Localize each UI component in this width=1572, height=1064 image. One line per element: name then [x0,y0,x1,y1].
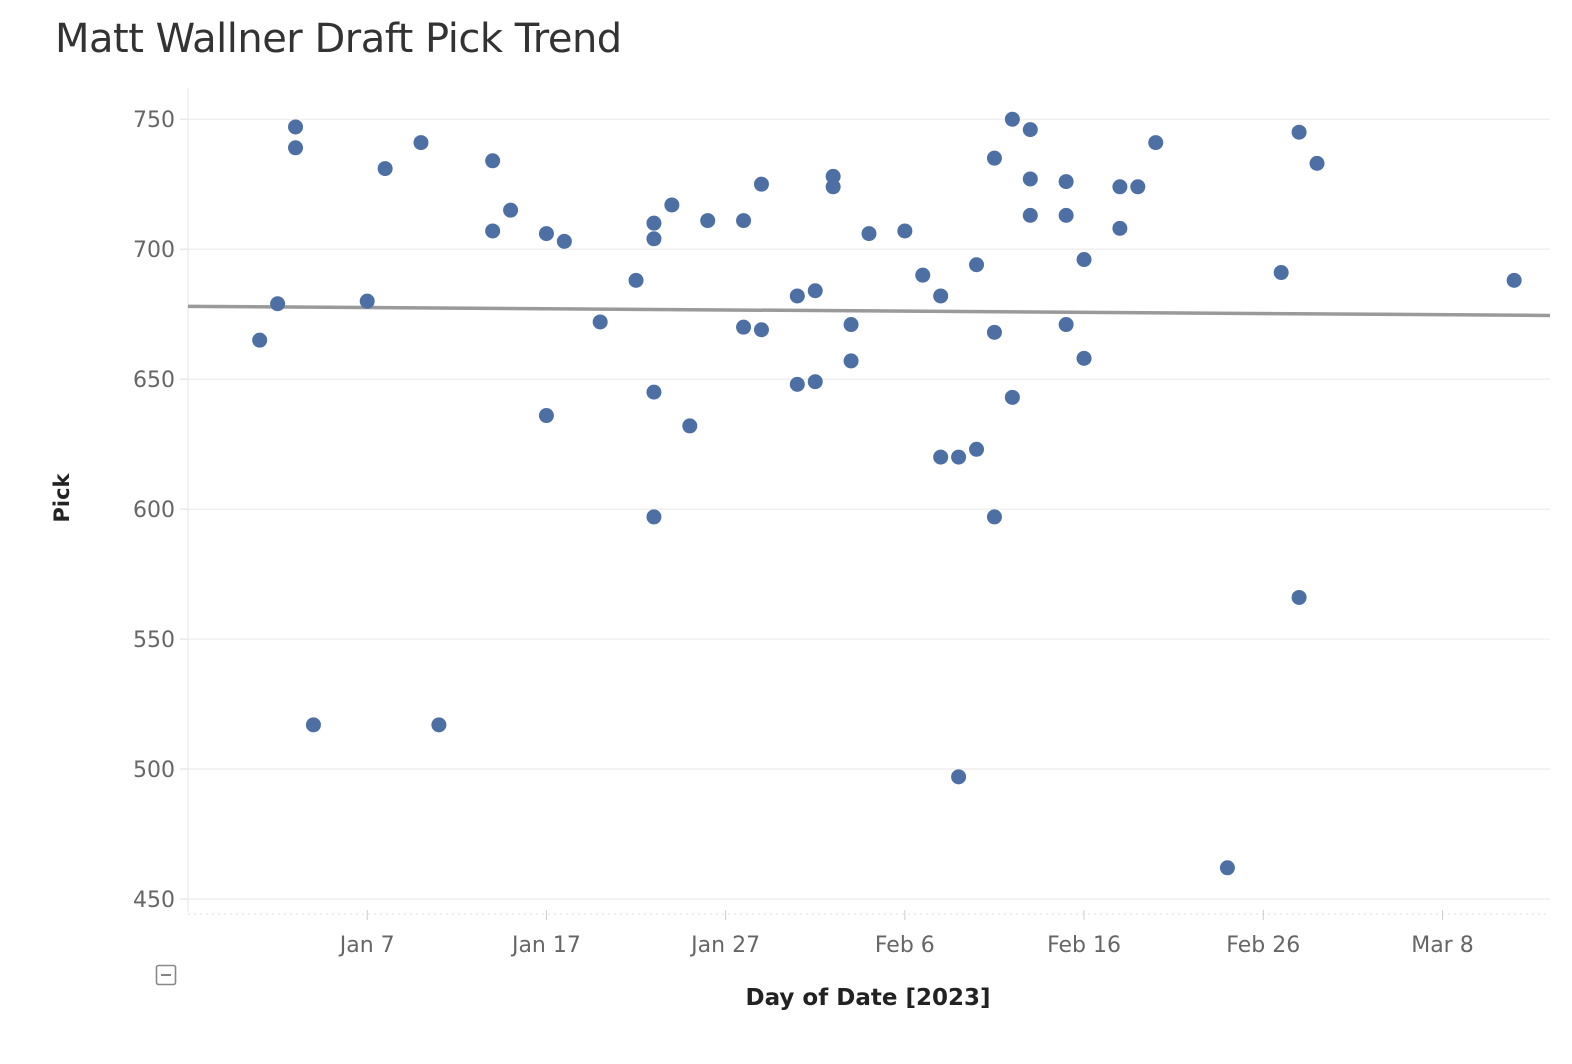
data-point[interactable] [969,441,985,457]
gridlines [180,88,1550,915]
data-point[interactable] [1022,171,1038,187]
data-point[interactable] [1076,350,1092,366]
data-point[interactable] [951,449,967,465]
data-point[interactable] [1309,155,1325,171]
y-tick-label: 500 [133,758,175,783]
data-points [252,111,1522,876]
data-point[interactable] [1112,179,1128,195]
data-point[interactable] [986,324,1002,340]
data-point[interactable] [915,267,931,283]
data-point[interactable] [1273,265,1289,281]
data-point[interactable] [538,408,554,424]
data-point[interactable] [1291,124,1307,140]
data-point[interactable] [646,215,662,231]
chart-title: Matt Wallner Draft Pick Trend [55,16,622,62]
data-point[interactable] [736,213,752,229]
minus-box-icon[interactable] [155,964,177,986]
data-point[interactable] [377,161,393,177]
data-point[interactable] [682,418,698,434]
data-point[interactable] [1219,860,1235,876]
data-point[interactable] [1004,111,1020,127]
data-point[interactable] [1004,389,1020,405]
x-tick-label: Jan 27 [689,933,760,958]
x-tick-label: Jan 17 [510,933,581,958]
data-point[interactable] [825,179,841,195]
data-point[interactable] [1022,122,1038,138]
data-point[interactable] [933,288,949,304]
x-tick-label: Mar 8 [1411,933,1474,958]
data-point[interactable] [1076,252,1092,268]
trend-line [187,304,1551,318]
data-point[interactable] [485,223,501,239]
data-point[interactable] [664,197,680,213]
data-point[interactable] [843,353,859,369]
data-point[interactable] [807,283,823,299]
y-tick-label: 750 [133,108,175,133]
y-tick-label: 550 [133,628,175,653]
data-point[interactable] [1291,589,1307,605]
data-point[interactable] [1130,179,1146,195]
data-point[interactable] [1112,220,1128,236]
data-point[interactable] [413,135,429,151]
data-point[interactable] [969,257,985,273]
y-tick-label: 600 [133,498,175,523]
data-point[interactable] [861,226,877,242]
data-point[interactable] [736,319,752,335]
data-point[interactable] [503,202,519,218]
data-point[interactable] [305,717,321,733]
data-point[interactable] [646,509,662,525]
data-point[interactable] [646,231,662,247]
data-point[interactable] [538,226,554,242]
data-point[interactable] [753,322,769,338]
data-point[interactable] [485,153,501,169]
data-point[interactable] [986,509,1002,525]
y-tick-label: 650 [133,368,175,393]
data-point[interactable] [897,223,913,239]
data-point[interactable] [288,140,304,156]
x-tick-label: Feb 6 [875,933,935,958]
data-point[interactable] [789,288,805,304]
data-point[interactable] [1506,272,1522,288]
data-point[interactable] [270,296,286,312]
y-axis-label: Pick [50,473,74,523]
data-point[interactable] [1148,135,1164,151]
data-point[interactable] [628,272,644,288]
x-tick-label: Feb 16 [1047,933,1121,958]
data-point[interactable] [1058,174,1074,190]
data-point[interactable] [646,384,662,400]
data-point[interactable] [1022,207,1038,223]
data-point[interactable] [1058,317,1074,333]
data-point[interactable] [592,314,608,330]
data-point[interactable] [843,317,859,333]
data-point[interactable] [807,374,823,390]
data-point[interactable] [252,332,268,348]
data-point[interactable] [288,119,304,135]
trend-line-group [187,304,1551,318]
data-point[interactable] [1058,207,1074,223]
x-axis-label: Day of Date [2023] [745,985,991,1011]
data-point[interactable] [789,376,805,392]
data-point[interactable] [986,150,1002,166]
data-point[interactable] [431,717,447,733]
data-point[interactable] [825,168,841,184]
x-axis-ticks: Jan 7 Jan 17 Jan 27 Feb 6 Feb 16 Feb 26 Mar 8 [338,910,1474,958]
x-tick-label: Feb 26 [1226,933,1300,958]
data-point[interactable] [556,233,572,249]
x-tick-label: Jan 7 [338,933,395,958]
data-point[interactable] [933,449,949,465]
data-point[interactable] [951,769,967,785]
data-point[interactable] [359,293,375,309]
data-point[interactable] [700,213,716,229]
y-tick-label: 700 [133,238,175,263]
y-axis-ticks: 450 500 550 600 650 700 750 [133,108,175,913]
data-point[interactable] [753,176,769,192]
y-tick-label: 450 [133,888,175,913]
